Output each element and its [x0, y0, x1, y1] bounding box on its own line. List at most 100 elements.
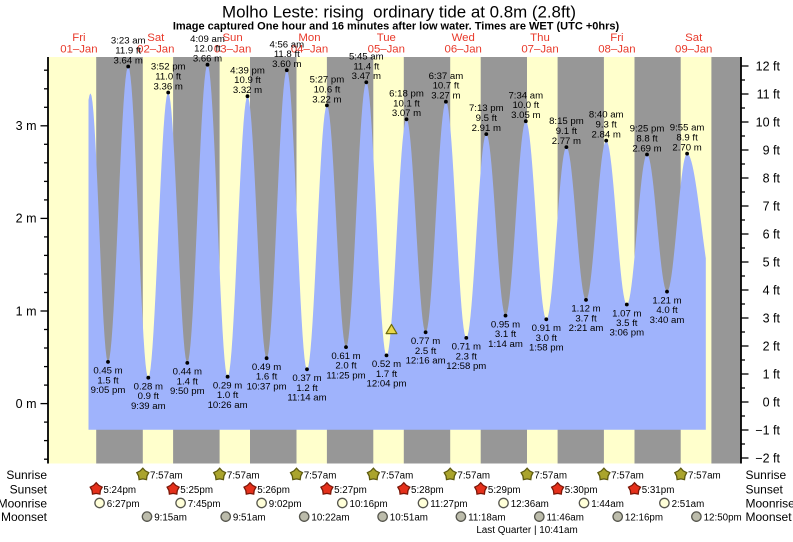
svg-text:9:51am: 9:51am: [233, 512, 266, 523]
svg-text:5:31pm: 5:31pm: [642, 485, 675, 496]
svg-text:5:28pm: 5:28pm: [411, 485, 444, 496]
svg-text:11:27pm: 11:27pm: [430, 499, 467, 510]
svg-text:9 ft: 9 ft: [763, 143, 781, 157]
svg-text:7 ft: 7 ft: [763, 199, 781, 213]
svg-text:Sat: Sat: [685, 32, 703, 44]
svg-text:10:26 am: 10:26 am: [208, 400, 248, 411]
svg-text:7:45pm: 7:45pm: [188, 499, 221, 510]
svg-text:07–Jan: 07–Jan: [521, 44, 558, 56]
svg-text:1:58 pm: 1:58 pm: [529, 343, 564, 354]
svg-text:12 ft: 12 ft: [756, 59, 781, 73]
svg-text:Molho Leste: rising ordinary: Molho Leste: rising ordinary tide at 0.8…: [222, 3, 576, 22]
svg-text:11 ft: 11 ft: [757, 87, 781, 101]
svg-text:2.91 m: 2.91 m: [472, 123, 501, 134]
svg-text:Sun: Sun: [222, 32, 242, 44]
svg-text:Moonset: Moonset: [1, 510, 48, 524]
svg-text:7:57am: 7:57am: [457, 470, 490, 481]
svg-text:12:16pm: 12:16pm: [625, 512, 663, 523]
svg-text:11:46am: 11:46am: [547, 512, 584, 523]
svg-text:11:25 pm: 11:25 pm: [326, 370, 365, 381]
svg-text:Moonrise: Moonrise: [746, 496, 793, 510]
svg-text:5:29pm: 5:29pm: [488, 485, 521, 496]
svg-text:10:51am: 10:51am: [390, 512, 428, 523]
svg-text:3.64 m: 3.64 m: [114, 55, 143, 66]
svg-text:9:15am: 9:15am: [154, 512, 187, 523]
svg-text:3.47 m: 3.47 m: [352, 71, 381, 82]
svg-text:3:06 pm: 3:06 pm: [609, 328, 644, 339]
svg-text:Tue: Tue: [377, 32, 396, 44]
svg-text:5 ft: 5 ft: [763, 255, 781, 269]
svg-text:2:51am: 2:51am: [672, 499, 705, 510]
svg-text:0 ft: 0 ft: [763, 395, 781, 409]
svg-text:Sunset: Sunset: [746, 482, 784, 496]
svg-text:2.84 m: 2.84 m: [592, 130, 621, 141]
svg-text:5:30pm: 5:30pm: [565, 485, 598, 496]
svg-text:7:57am: 7:57am: [688, 470, 721, 481]
svg-text:12:36am: 12:36am: [511, 499, 549, 510]
svg-text:Sat: Sat: [147, 32, 165, 44]
svg-text:Fri: Fri: [610, 32, 623, 44]
svg-text:Sunrise: Sunrise: [6, 468, 47, 482]
svg-text:6:27pm: 6:27pm: [107, 499, 140, 510]
svg-text:0 m: 0 m: [16, 397, 37, 411]
svg-text:Wed: Wed: [452, 32, 475, 44]
svg-text:Thu: Thu: [530, 32, 550, 44]
svg-text:7:57am: 7:57am: [227, 470, 260, 481]
svg-text:1:44am: 1:44am: [591, 499, 624, 510]
svg-text:1 m: 1 m: [16, 304, 37, 318]
svg-text:9:05 pm: 9:05 pm: [91, 385, 126, 396]
svg-text:Sunrise: Sunrise: [746, 468, 787, 482]
svg-text:Moonrise: Moonrise: [0, 496, 47, 510]
svg-text:9:39 am: 9:39 am: [131, 401, 166, 412]
svg-text:1:14 am: 1:14 am: [488, 339, 523, 350]
svg-text:Moonset: Moonset: [746, 510, 793, 524]
svg-text:3.27 m: 3.27 m: [431, 91, 460, 102]
svg-text:2 m: 2 m: [16, 212, 37, 226]
svg-text:3:40 am: 3:40 am: [650, 315, 685, 326]
svg-text:3.07 m: 3.07 m: [392, 108, 421, 119]
svg-text:10 ft: 10 ft: [756, 115, 781, 129]
svg-text:2:21 am: 2:21 am: [569, 323, 604, 334]
svg-text:Sunset: Sunset: [10, 482, 48, 496]
svg-text:1 ft: 1 ft: [763, 367, 781, 381]
svg-text:5:24pm: 5:24pm: [103, 485, 136, 496]
svg-text:3.22 m: 3.22 m: [312, 94, 341, 105]
svg-text:11:14 am: 11:14 am: [287, 393, 326, 404]
svg-text:12:16 am: 12:16 am: [406, 356, 446, 367]
svg-text:Last Quarter | 10:41am: Last Quarter | 10:41am: [476, 525, 577, 536]
svg-text:2.69 m: 2.69 m: [632, 143, 661, 154]
svg-text:2.77 m: 2.77 m: [552, 136, 581, 147]
svg-text:Fri: Fri: [72, 32, 85, 44]
svg-text:Image captured One hour and 16: Image captured One hour and 16 minutes a…: [173, 21, 620, 33]
svg-text:4 ft: 4 ft: [763, 283, 781, 297]
svg-text:11:18am: 11:18am: [468, 512, 505, 523]
svg-text:3 ft: 3 ft: [763, 311, 781, 325]
svg-text:3.32 m: 3.32 m: [233, 85, 262, 96]
svg-text:9:02pm: 9:02pm: [269, 499, 302, 510]
svg-text:3.60 m: 3.60 m: [272, 59, 301, 70]
svg-text:6 ft: 6 ft: [763, 227, 781, 241]
svg-text:7:57am: 7:57am: [611, 470, 644, 481]
svg-text:3 m: 3 m: [16, 119, 37, 133]
svg-text:8 ft: 8 ft: [763, 171, 781, 185]
svg-text:5:26pm: 5:26pm: [257, 485, 290, 496]
svg-text:7:57am: 7:57am: [534, 470, 567, 481]
svg-text:12:50pm: 12:50pm: [704, 512, 742, 523]
svg-text:7:57am: 7:57am: [304, 470, 337, 481]
svg-text:01–Jan: 01–Jan: [60, 44, 97, 56]
svg-text:9:50 pm: 9:50 pm: [170, 386, 205, 397]
svg-text:−1 ft: −1 ft: [755, 423, 780, 437]
svg-text:12:58 pm: 12:58 pm: [446, 361, 486, 372]
svg-text:7:57am: 7:57am: [150, 470, 183, 481]
svg-text:−2 ft: −2 ft: [755, 451, 780, 465]
svg-text:12:04 pm: 12:04 pm: [366, 379, 406, 390]
svg-text:10:37 pm: 10:37 pm: [247, 381, 287, 392]
svg-text:06–Jan: 06–Jan: [445, 44, 482, 56]
svg-text:2 ft: 2 ft: [763, 339, 781, 353]
svg-text:2.70 m: 2.70 m: [672, 143, 701, 154]
svg-text:3.05 m: 3.05 m: [511, 110, 540, 121]
svg-text:10:16pm: 10:16pm: [350, 499, 388, 510]
svg-text:3.36 m: 3.36 m: [154, 81, 183, 92]
svg-text:08–Jan: 08–Jan: [598, 44, 635, 56]
svg-text:5:27pm: 5:27pm: [334, 485, 367, 496]
